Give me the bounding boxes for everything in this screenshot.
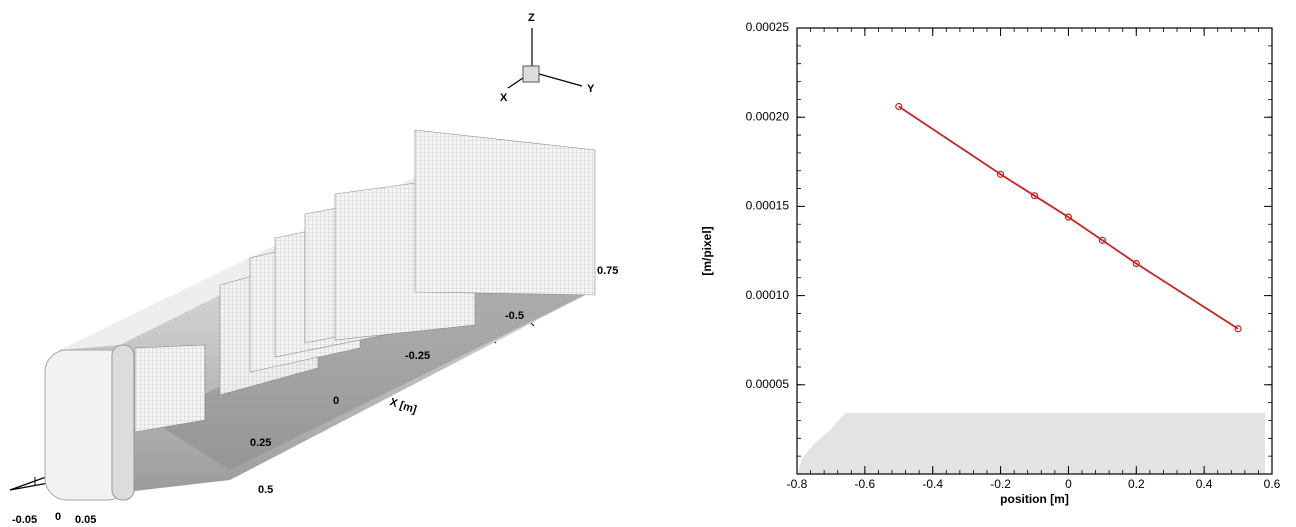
y-tick-label: 0.00010 bbox=[746, 288, 790, 302]
x-tick-label: 0.25 bbox=[250, 437, 271, 449]
x-tick-label: -0.5 bbox=[505, 310, 524, 322]
x-tick-label: 0 bbox=[1065, 477, 1072, 491]
x-tick-label: 0.75 bbox=[597, 265, 618, 277]
train-band bbox=[112, 345, 134, 500]
x-tick-label: 0.4 bbox=[1196, 477, 1213, 491]
y-tick-label: 0.00015 bbox=[746, 199, 790, 213]
x-axis-title: position [m] bbox=[1000, 492, 1069, 506]
x-tick-label: 0.5 bbox=[258, 484, 273, 496]
y-tick-label: 0 bbox=[55, 511, 61, 523]
x-tick-label: 0.6 bbox=[1264, 477, 1281, 491]
x-tick-label: -0.25 bbox=[405, 350, 430, 362]
x-tick-label: -0.8 bbox=[787, 477, 808, 491]
y-axis-title: [m/pixel] bbox=[700, 226, 714, 275]
plot-frame bbox=[797, 28, 1272, 474]
x-axis-title: X [m] bbox=[388, 396, 418, 416]
triad-label: Z bbox=[528, 12, 535, 24]
triad-axes bbox=[508, 28, 582, 88]
figure: Z X Y 0.5 0.25 0 -0.25 -0.5 0.75 X [m] -… bbox=[0, 0, 1296, 527]
train-silhouette bbox=[798, 413, 1265, 474]
y-tick-label: 0.00020 bbox=[746, 109, 790, 123]
x-tick-label: 0 bbox=[333, 395, 339, 407]
series-line bbox=[899, 106, 1238, 328]
page: {"illustration": {"triad": {"z": "Z", "x… bbox=[0, 0, 1296, 527]
y-tick-label: 0.00025 bbox=[746, 20, 790, 34]
x-tick-label: -0.6 bbox=[855, 477, 876, 491]
x-tick-label: -0.2 bbox=[990, 477, 1011, 491]
triad-label: Y bbox=[587, 83, 595, 95]
y-tick-label: 0.05 bbox=[75, 514, 96, 526]
minor-ticks bbox=[797, 28, 1272, 474]
triad-label: X bbox=[500, 92, 508, 104]
triad-cube bbox=[523, 66, 539, 82]
y-tick-label: -0.05 bbox=[12, 514, 37, 526]
y-tick-label: 0.00005 bbox=[746, 377, 790, 391]
x-tick-label: -0.4 bbox=[922, 477, 943, 491]
x-tick-label: 0.2 bbox=[1128, 477, 1145, 491]
chart: -0.8 -0.6 -0.4 -0.2 0 0.2 0.4 0.6 0.00005 0.00010… bbox=[700, 20, 1280, 506]
illustration: Z X Y 0.5 0.25 0 -0.25 -0.5 0.75 X [m] -… bbox=[10, 12, 618, 526]
